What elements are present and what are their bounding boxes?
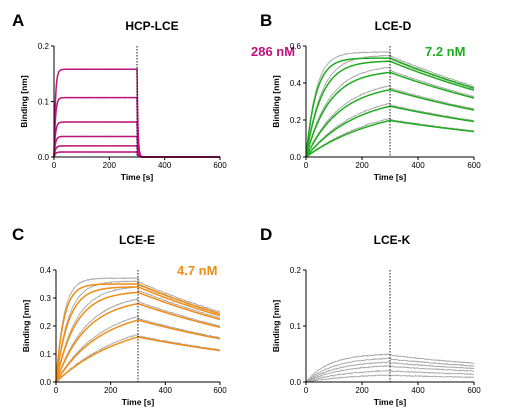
panel-a: A HCP-LCE 286 nM 0.0 0.1 0.2 0 200 400 600 Time [s… [12,11,295,182]
panel-letter: A [12,11,24,30]
x-axis-title: Time [s] [374,172,407,182]
y-tick-label: 0.4 [40,266,52,275]
panel-letter: B [260,11,272,30]
y-tick-label: 0.2 [290,266,302,275]
y-tick-label: 0.0 [40,378,52,387]
x-tick-label: 0 [304,161,309,170]
panel-title: HCP-LCE [125,19,178,33]
y-tick-label: 0.3 [40,294,52,303]
x-tick-label: 200 [355,161,369,170]
y-axis-title: Binding [nm] [271,75,281,128]
y-tick-label: 0.4 [290,79,302,88]
x-tick-label: 600 [213,386,227,395]
kd-label: 4.7 nM [177,263,217,278]
panel-title: LCE-K [374,233,411,247]
fit-curve [55,283,221,383]
y-tick-label: 0.1 [40,350,52,359]
fit-curve [305,119,474,158]
raw-trace [55,298,221,383]
y-tick-label: 0.2 [290,116,302,125]
y-tick-label: 0.6 [290,42,302,51]
raw-trace [55,276,221,383]
y-tick-label: 0.1 [38,98,50,107]
y-tick-label: 0.0 [38,153,50,162]
raw-trace [305,369,475,383]
y-axis-title: Binding [nm] [21,300,31,353]
x-tick-label: 600 [467,161,481,170]
y-tick-label: 0.2 [38,42,50,51]
x-tick-label: 200 [103,161,117,170]
y-axis-title: Binding [nm] [19,75,29,128]
x-tick-label: 400 [411,161,425,170]
kd-label: 286 nM [251,44,295,59]
panel-title: LCE-E [119,233,155,247]
x-tick-label: 0 [52,161,57,170]
x-tick-label: 600 [467,386,481,395]
panel-d: D LCE-K 0.0 0.1 0.2 0 200 400 600 Time [s] Binding… [260,225,481,407]
fit-curve [305,71,475,158]
x-axis-title: Time [s] [122,397,155,407]
raw-trace [305,364,475,383]
panel-letter: C [12,225,24,244]
panel-b: B LCE-D 7.2 nM 0.0 0.2 0.4 0.6 0 200 400 600 Time [… [260,11,481,182]
x-tick-label: 600 [213,161,227,170]
x-tick-label: 0 [54,386,59,395]
y-axis-title: Binding [nm] [271,300,281,353]
x-axis-title: Time [s] [374,397,407,407]
x-tick-label: 400 [411,386,425,395]
panel-letter: D [260,225,272,244]
x-axis-title: Time [s] [121,172,154,182]
y-tick-label: 0.1 [290,322,302,331]
x-tick-label: 400 [159,386,173,395]
panel-c: C LCE-E 4.7 nM 0.0 0.1 0.2 0.3 0.4 0 200 400 600 Tim… [12,225,227,407]
y-tick-label: 0.0 [290,153,302,162]
x-tick-label: 200 [355,386,369,395]
fit-curve [55,319,221,383]
raw-trace [305,361,475,383]
y-tick-label: 0.2 [40,322,52,331]
y-tick-label: 0.0 [290,378,302,387]
x-tick-label: 200 [104,386,118,395]
raw-trace [305,116,475,158]
fit-curve [55,286,221,383]
fit-curve [305,88,475,158]
x-tick-label: 400 [158,161,172,170]
panel-title: LCE-D [375,19,412,33]
x-tick-label: 0 [304,386,309,395]
kd-label: 7.2 nM [425,44,465,59]
